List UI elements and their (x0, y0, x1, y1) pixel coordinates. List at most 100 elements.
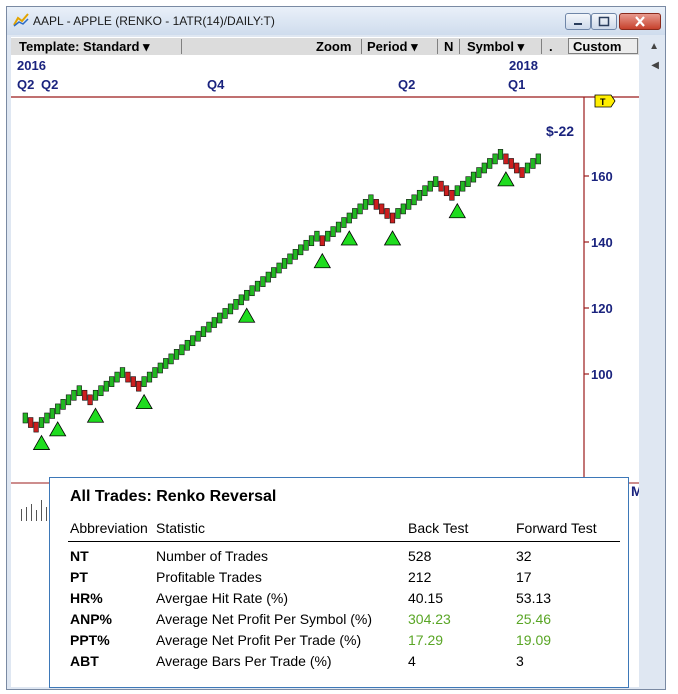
renko-brick (330, 226, 336, 237)
renko-brick (276, 262, 282, 274)
back-test-cell: 304.23 (408, 611, 451, 627)
renko-brick (211, 317, 217, 328)
renko-brick (352, 208, 358, 219)
buy-signal-triangle (86, 407, 105, 423)
renko-brick (119, 367, 126, 378)
renko-brick (535, 153, 541, 165)
back-test-cell: 40.15 (408, 590, 444, 606)
renko-brick (481, 162, 487, 174)
renko-brick (28, 417, 34, 428)
pnl-annotation: $-22 (546, 123, 574, 139)
quarter-label: Q2 (17, 77, 34, 92)
renko-brick (470, 171, 477, 183)
renko-brick (292, 249, 298, 260)
renko-brick (55, 403, 61, 415)
maximize-button[interactable] (591, 13, 617, 30)
buy-signal-triangle (238, 307, 256, 323)
price-tick-label: 120 (591, 301, 613, 316)
buy-signal-triangle (340, 230, 358, 246)
renko-brick (362, 199, 369, 210)
title-bar[interactable]: AAPL - APPLE (RENKO - 1ATR(14)/DAILY:T) (7, 7, 665, 35)
header-forward-test: Forward Test (516, 520, 597, 536)
renko-brick (98, 385, 104, 397)
renko-brick (141, 376, 147, 387)
template-dropdown[interactable]: Template: Standard ▾ (19, 39, 150, 55)
minimize-button[interactable] (565, 13, 591, 30)
forward-test-cell: 53.13 (516, 590, 552, 606)
zoom-button[interactable]: Zoom (316, 39, 352, 54)
year-label: 2018 (509, 58, 538, 73)
renko-brick (308, 235, 315, 247)
price-tick-label: 100 (591, 367, 613, 382)
abbr-cell: PT (70, 569, 88, 585)
buy-signal-triangle (49, 421, 67, 437)
stats-title: All Trades: Renko Reversal (70, 488, 277, 505)
table-row: NT Number of Trades 528 32 (50, 548, 628, 569)
renko-brick (114, 371, 120, 383)
renko-brick (217, 312, 223, 324)
abbr-cell: NT (70, 548, 89, 564)
renko-brick (179, 344, 185, 356)
statistic-cell: Number of Trades (156, 548, 269, 564)
toolbar-divider (361, 39, 362, 54)
period-dropdown[interactable]: Period ▾ (367, 39, 418, 55)
renko-brick (33, 421, 39, 433)
statistic-cell: Profitable Trades (156, 569, 262, 585)
buy-signal-triangle (448, 202, 466, 219)
table-row: PT Profitable Trades 212 17 (50, 569, 628, 590)
renko-brick (530, 158, 536, 169)
maximize-icon (598, 16, 610, 27)
chevron-down-icon: ▾ (517, 39, 525, 54)
window-title: AAPL - APPLE (RENKO - 1ATR(14)/DAILY:T) (33, 14, 275, 28)
renko-brick (314, 230, 320, 242)
renko-brick (519, 167, 525, 178)
quarter-label: Q2 (398, 77, 415, 92)
renko-brick (233, 299, 239, 310)
renko-brick (65, 394, 72, 406)
statistic-cell: Average Net Profit Per Symbol (%) (156, 611, 373, 627)
table-row: ABT Average Bars Per Trade (%) 4 3 (50, 653, 628, 674)
renko-brick (130, 376, 136, 387)
renko-brick (82, 389, 88, 401)
quarter-label: Q4 (207, 77, 225, 92)
forward-test-cell: 32 (516, 548, 532, 564)
renko-brick (249, 285, 255, 297)
template-label: Template: Standard (19, 39, 140, 54)
renko-brick (514, 162, 520, 174)
custom-button[interactable]: Custom (568, 38, 638, 54)
n-button[interactable]: N (444, 39, 454, 54)
renko-brick (389, 212, 396, 224)
renko-brick (92, 389, 99, 401)
statistic-cell: Average Bars Per Trade (%) (156, 653, 332, 669)
renko-brick (492, 153, 498, 165)
forward-test-cell: 19.09 (516, 632, 552, 648)
buy-signal-triangle (383, 230, 402, 246)
renko-brick (379, 203, 385, 215)
header-abbreviation: Abbreviation (70, 520, 148, 536)
renko-brick (87, 394, 93, 406)
renko-brick (319, 235, 325, 247)
renko-brick (190, 335, 196, 347)
header-statistic: Statistic (156, 520, 206, 536)
dot-button[interactable]: . (549, 39, 553, 54)
close-button[interactable] (619, 13, 661, 30)
symbol-dropdown[interactable]: Symbol ▾ (467, 39, 524, 55)
renko-brick (244, 289, 250, 301)
renko-brick (125, 371, 131, 383)
price-marker-label: T (600, 97, 606, 107)
back-test-cell: 212 (408, 569, 432, 585)
renko-brick (395, 208, 401, 219)
scroll-left-icon[interactable]: ◀ (651, 60, 659, 71)
renko-brick (357, 203, 363, 215)
renko-brick (335, 221, 342, 233)
renko-brick (508, 158, 514, 169)
quarter-label: Q2 (41, 77, 58, 92)
renko-brick (200, 326, 207, 337)
back-test-cell: 4 (408, 653, 416, 669)
renko-brick (49, 408, 55, 419)
scroll-up-icon[interactable]: ▲ (649, 41, 659, 52)
renko-brick (163, 358, 169, 369)
header-divider (68, 541, 620, 542)
renko-brick (460, 180, 466, 192)
renko-brick (60, 399, 66, 410)
